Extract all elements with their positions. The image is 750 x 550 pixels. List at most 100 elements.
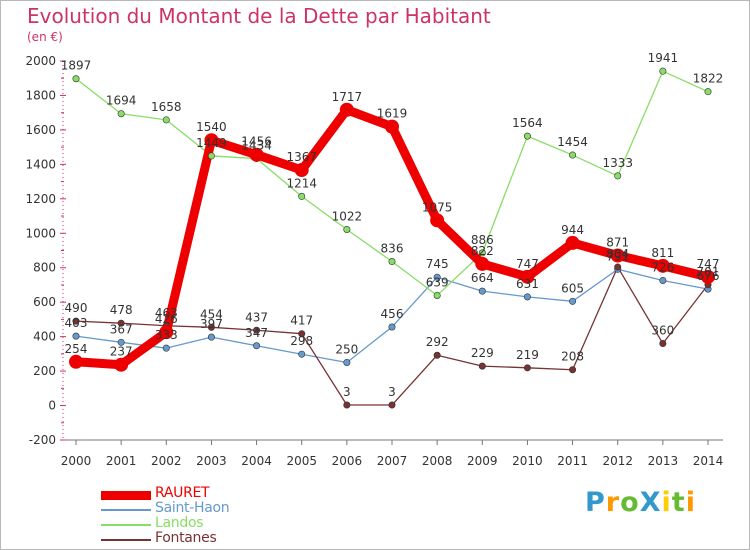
y-tick-label: 200 bbox=[33, 364, 56, 378]
data-point-landos bbox=[298, 192, 306, 200]
data-label-fontanes: 219 bbox=[516, 348, 539, 362]
legend-swatch-fontanes bbox=[101, 539, 151, 541]
data-label-fontanes: 3 bbox=[343, 385, 351, 399]
legend-swatch-landos bbox=[101, 524, 151, 526]
legend-item-saint-haon: Saint-Haon bbox=[101, 500, 321, 517]
data-point-landos bbox=[117, 110, 125, 118]
x-tick-label: 2001 bbox=[106, 454, 137, 468]
x-tick-label: 2004 bbox=[241, 454, 272, 468]
data-point-saint-haon bbox=[298, 350, 306, 358]
data-point-rauret bbox=[294, 163, 309, 178]
data-label-saint-haon: 676 bbox=[697, 269, 720, 283]
logo-letter: i bbox=[661, 487, 672, 518]
logo-letter: t bbox=[671, 487, 686, 518]
data-label-saint-haon: 664 bbox=[471, 271, 494, 285]
data-point-saint-haon bbox=[343, 358, 351, 366]
data-label-rauret: 1367 bbox=[286, 150, 317, 164]
unit-label: (en €) bbox=[27, 30, 63, 44]
data-label-rauret: 1717 bbox=[332, 90, 363, 104]
data-label-saint-haon: 347 bbox=[245, 326, 268, 340]
y-tick-label: 600 bbox=[33, 295, 56, 309]
data-label-rauret: 1619 bbox=[377, 107, 408, 121]
y-tick-label: 1000 bbox=[25, 226, 56, 240]
data-label-fontanes: 360 bbox=[651, 324, 674, 338]
legend-item-landos: Landos bbox=[101, 515, 321, 532]
data-label-landos: 1941 bbox=[648, 51, 679, 65]
legend-swatch-rauret bbox=[101, 490, 151, 500]
data-point-rauret bbox=[385, 119, 399, 134]
data-label-fontanes: 208 bbox=[561, 350, 584, 364]
data-label-saint-haon: 456 bbox=[381, 307, 404, 321]
data-point-fontanes bbox=[117, 319, 125, 327]
series-points bbox=[69, 67, 715, 409]
data-point-fontanes bbox=[569, 366, 577, 374]
data-label-saint-haon: 367 bbox=[110, 322, 133, 336]
data-point-rauret bbox=[249, 147, 264, 162]
data-label-fontanes: 229 bbox=[471, 346, 494, 360]
data-point-landos bbox=[523, 132, 531, 140]
data-label-saint-haon: 298 bbox=[290, 334, 313, 348]
data-label-rauret: 1075 bbox=[422, 200, 453, 214]
data-point-fontanes bbox=[478, 362, 486, 370]
data-label-landos: 1564 bbox=[512, 116, 543, 130]
legend: RAURET Saint-Haon Landos Fontanes bbox=[101, 485, 321, 547]
data-point-rauret bbox=[610, 248, 625, 263]
x-tick-label: 2002 bbox=[151, 454, 182, 468]
x-tick-label: 2007 bbox=[377, 454, 408, 468]
data-point-saint-haon bbox=[162, 344, 170, 352]
x-tick-label: 2013 bbox=[648, 454, 679, 468]
logo-letter: X bbox=[639, 487, 662, 518]
data-point-fontanes bbox=[298, 330, 306, 338]
data-point-landos bbox=[659, 67, 667, 75]
data-point-landos bbox=[343, 225, 351, 233]
data-label-fontanes: 478 bbox=[110, 303, 133, 317]
y-tick-label: -200 bbox=[29, 433, 56, 447]
data-point-fontanes bbox=[343, 401, 351, 409]
data-label-landos: 1658 bbox=[151, 100, 182, 114]
logo-letter: P bbox=[585, 487, 606, 518]
data-label-fontanes: 437 bbox=[245, 310, 268, 324]
data-label-landos: 1694 bbox=[106, 94, 137, 108]
data-label-fontanes: 417 bbox=[290, 314, 313, 328]
legend-item-rauret: RAURET bbox=[101, 485, 321, 502]
data-point-saint-haon bbox=[569, 297, 577, 305]
y-tick-label: 1200 bbox=[25, 192, 56, 206]
data-point-rauret bbox=[430, 213, 445, 228]
y-tick-label: 1400 bbox=[25, 157, 56, 171]
data-label-rauret: 254 bbox=[65, 342, 88, 356]
logo-letter: i bbox=[685, 487, 696, 518]
x-tick-label: 2005 bbox=[286, 454, 317, 468]
x-tick-label: 2010 bbox=[512, 454, 543, 468]
data-label-saint-haon: 791 bbox=[606, 249, 629, 263]
data-label-landos: 1022 bbox=[332, 209, 363, 223]
data-label-rauret: 822 bbox=[471, 244, 494, 258]
x-tick-label: 2000 bbox=[61, 454, 92, 468]
data-label-fontanes: 3 bbox=[388, 385, 396, 399]
data-point-rauret bbox=[701, 269, 715, 284]
data-label-saint-haon: 403 bbox=[65, 316, 88, 330]
data-point-rauret bbox=[114, 357, 129, 372]
data-point-landos bbox=[72, 75, 80, 83]
legend-swatch-saint-haon bbox=[101, 509, 151, 511]
data-point-landos bbox=[704, 88, 712, 96]
data-label-saint-haon: 605 bbox=[561, 281, 584, 295]
data-point-rauret bbox=[655, 258, 670, 273]
data-point-rauret bbox=[339, 102, 354, 117]
legend-label-fontanes: Fontanes bbox=[155, 530, 217, 546]
data-point-fontanes bbox=[614, 263, 622, 271]
data-point-fontanes bbox=[253, 326, 261, 334]
data-point-landos bbox=[162, 116, 170, 124]
data-point-landos bbox=[478, 249, 486, 257]
data-point-saint-haon bbox=[72, 332, 80, 340]
data-point-saint-haon bbox=[388, 323, 396, 331]
data-label-landos: 836 bbox=[381, 242, 404, 256]
legend-label-landos: Landos bbox=[155, 515, 204, 531]
data-point-landos bbox=[433, 291, 441, 299]
data-label-landos: 639 bbox=[426, 275, 449, 289]
data-label-fontanes: 463 bbox=[155, 306, 178, 320]
logo-letter: o bbox=[620, 487, 640, 518]
y-tick-label: 0 bbox=[48, 399, 56, 413]
data-point-fontanes bbox=[433, 351, 441, 359]
data-label-landos: 1897 bbox=[61, 59, 92, 73]
data-point-landos bbox=[614, 172, 622, 180]
